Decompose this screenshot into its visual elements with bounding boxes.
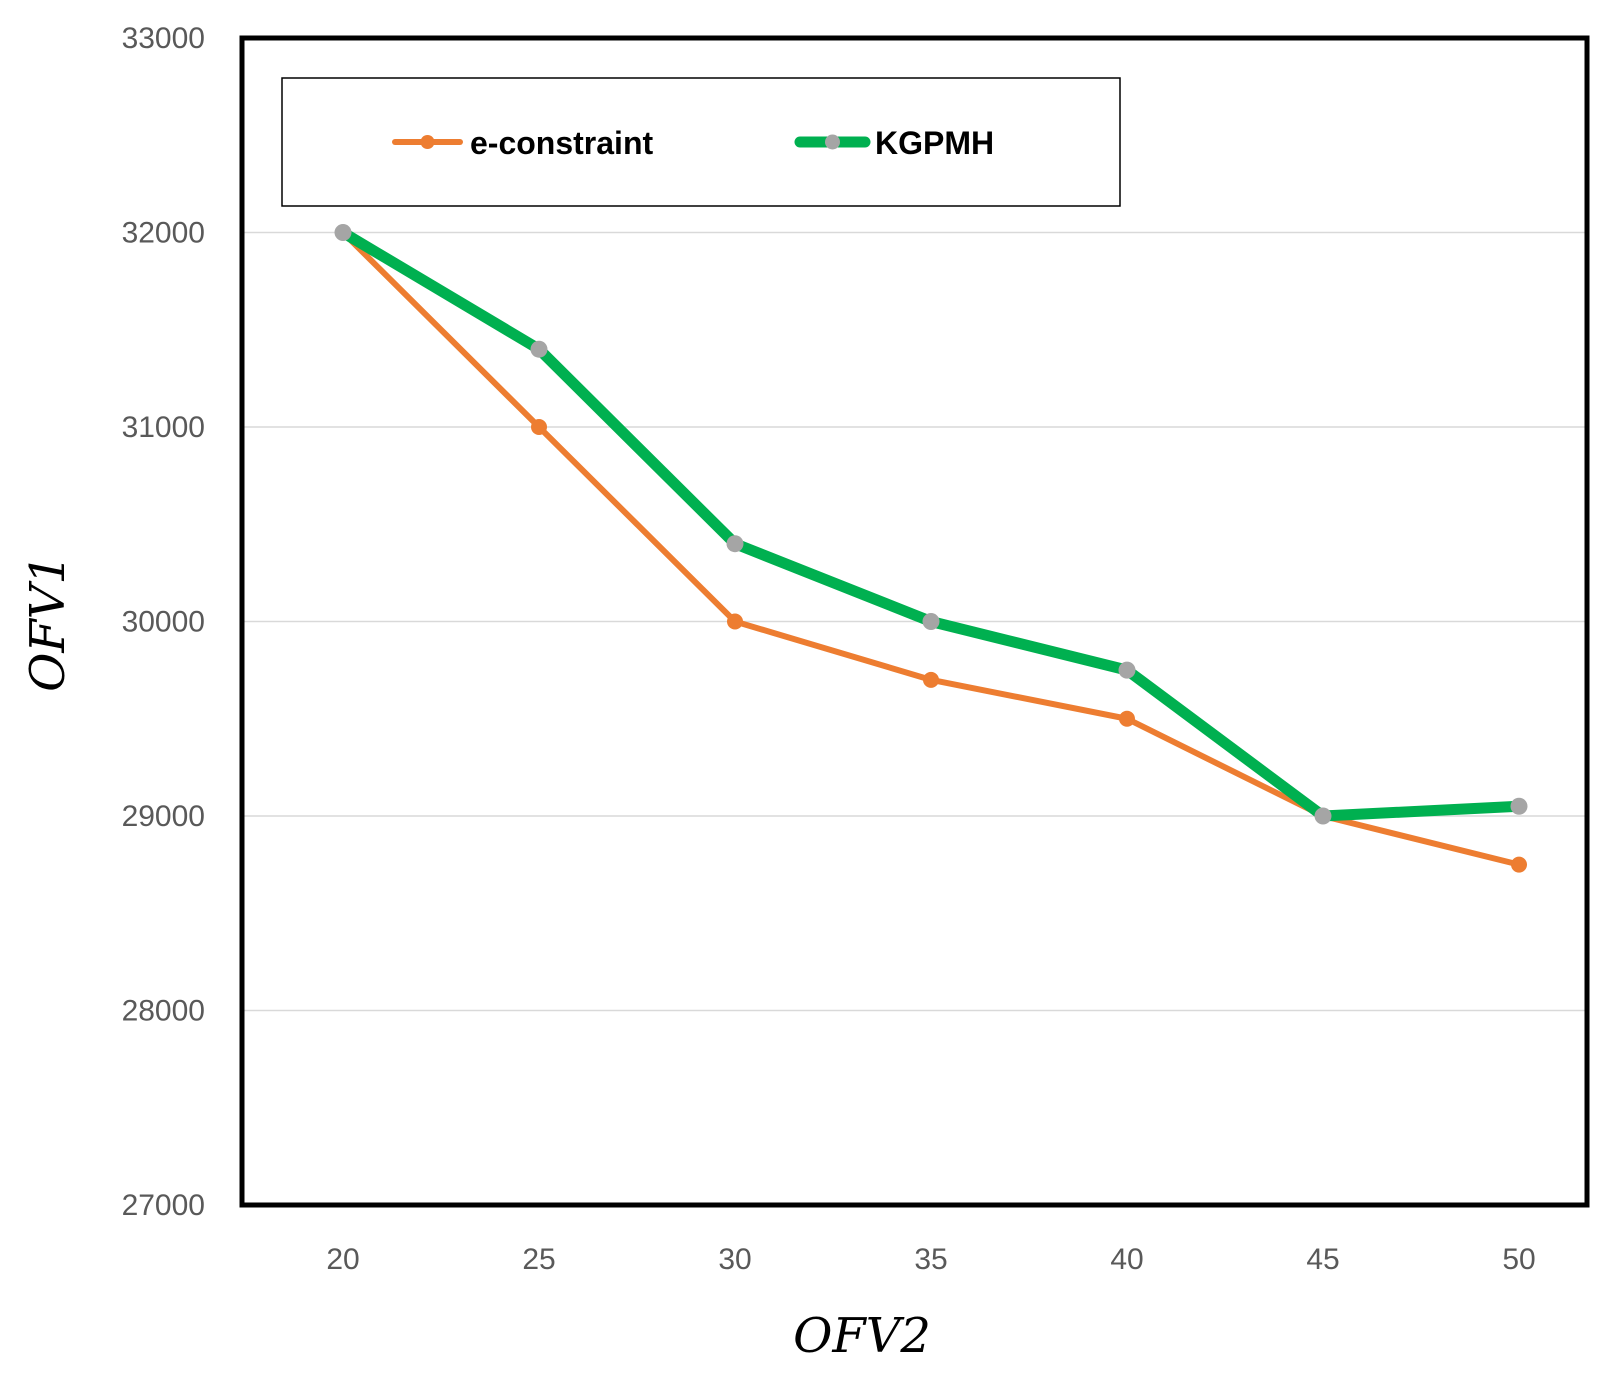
- data-point-kgpmh: [922, 613, 940, 630]
- data-point-e-constraint: [1511, 856, 1527, 873]
- data-point-kgpmh: [1118, 661, 1136, 679]
- data-point-kgpmh: [726, 535, 744, 553]
- x-tick-label: 35: [914, 1243, 947, 1276]
- y-tick-label: 32000: [122, 217, 205, 250]
- data-point-kgpmh: [1510, 797, 1528, 815]
- x-tick-label: 40: [1110, 1243, 1143, 1276]
- data-point-e-constraint: [727, 613, 743, 630]
- x-tick-label: 45: [1306, 1243, 1339, 1276]
- y-axis-ticks: 27000 28000 29000 30000 31000 32000 33000: [122, 22, 205, 1222]
- y-tick-label: 33000: [122, 22, 205, 55]
- plot-area-border: [239, 35, 1590, 1208]
- legend-items: e-constraint KGPMH: [392, 125, 994, 161]
- legend-swatch-marker: [825, 134, 840, 150]
- y-tick-label: 30000: [122, 606, 205, 639]
- data-point-e-constraint: [923, 671, 939, 688]
- gridlines: [242, 231, 1587, 1012]
- legend-label: e-constraint: [470, 125, 653, 161]
- x-tick-label: 20: [326, 1243, 359, 1276]
- data-point-e-constraint: [531, 419, 547, 435]
- y-tick-label: 28000: [122, 995, 205, 1028]
- data-point-kgpmh: [334, 224, 352, 241]
- data-point-kgpmh: [1314, 807, 1332, 825]
- y-tick-label: 27000: [122, 1189, 205, 1222]
- x-axis-ticks: 20 25 30 35 40 45 50: [326, 1243, 1535, 1276]
- series-lines: [337, 227, 1525, 868]
- data-point-kgpmh: [530, 340, 548, 358]
- legend-swatch-marker: [420, 135, 435, 149]
- data-point-e-constraint: [1119, 710, 1135, 727]
- x-axis-title: OFV2: [793, 1308, 931, 1364]
- y-tick-label: 31000: [122, 411, 205, 444]
- y-axis-title: OFV1: [20, 554, 76, 692]
- x-tick-label: 30: [718, 1243, 751, 1276]
- series-points: [334, 224, 1528, 873]
- series-line-e-constraint: [340, 229, 1522, 868]
- legend: e-constraint KGPMH: [281, 77, 1121, 207]
- y-tick-label: 29000: [122, 800, 205, 833]
- series-line-kgpmh: [337, 227, 1525, 822]
- x-tick-label: 50: [1502, 1243, 1535, 1276]
- x-tick-label: 25: [522, 1243, 555, 1276]
- legend-label: KGPMH: [875, 125, 994, 161]
